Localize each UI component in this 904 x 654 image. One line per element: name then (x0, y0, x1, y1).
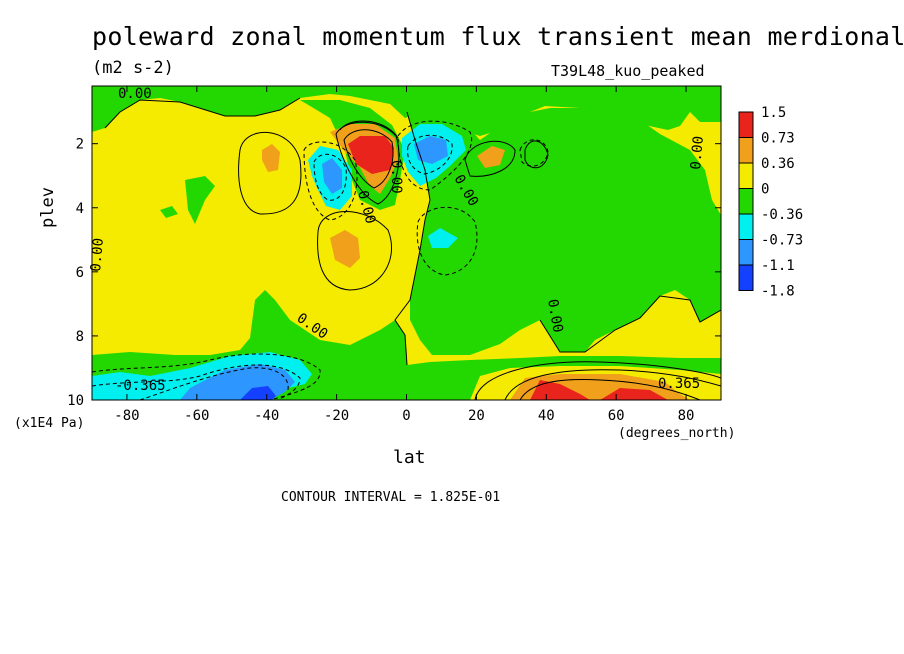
x-axis-ticks: -80 -60 -40 -20 0 20 40 60 80 (114, 86, 694, 424)
field-negative-top-band (92, 86, 721, 136)
field-positive-red-surface-a (530, 380, 590, 400)
contour-zero-sh (104, 97, 301, 129)
x-axis-units: (degrees_north) (618, 426, 736, 441)
contour-neg-surface-3 (139, 367, 289, 400)
contour-pos-surface-1 (474, 361, 721, 400)
contour-interval-note: CONTOUR INTERVAL = 1.825E-01 (281, 490, 501, 505)
colorbar-label: -0.73 (761, 233, 803, 249)
contour-pos-sh-2 (317, 211, 393, 291)
colorbar-swatch (738, 137, 754, 164)
field-negative-cyan-small (428, 228, 458, 248)
contour-pos-core-1 (335, 121, 400, 205)
colorbar-swatch (738, 188, 754, 215)
contour-label: 0.00 (118, 86, 152, 102)
field-negative-patch-b (160, 206, 178, 218)
x-tick-label: -40 (254, 408, 279, 424)
contour-neg-mid (416, 206, 478, 276)
contour-pos-mid-1 (464, 140, 516, 177)
y-tick-label: 6 (76, 265, 84, 281)
field-positive-orange-b (330, 230, 360, 268)
x-tick-label: -60 (184, 408, 209, 424)
colorbar-label: -1.8 (761, 284, 795, 300)
field-negative-cyan-edge (92, 378, 118, 396)
x-tick-label: 60 (608, 408, 625, 424)
field-negative-blue-nh (414, 136, 448, 164)
contour-pos-sh-1 (238, 131, 302, 215)
field-positive-red-core (348, 136, 394, 174)
x-tick-label: 80 (678, 408, 695, 424)
colorbar: 1.5 0.73 0.36 0 -0.36 -0.73 -1.1 -1.8 (738, 105, 803, 300)
y-tick-label: 4 (76, 201, 84, 217)
x-tick-label: 40 (538, 408, 555, 424)
y-tick-label: 2 (76, 137, 84, 153)
contour-zero-center (394, 111, 431, 366)
contour-pos-mid-2 (524, 140, 549, 169)
colorbar-label: 0 (761, 182, 769, 198)
field-negative-nh-block (407, 108, 721, 355)
chart-title: poleward zonal momentum flux transient m… (92, 22, 904, 51)
field-positive-orange-c (262, 144, 280, 172)
y-axis-ticks: 2 4 6 8 10 (67, 137, 721, 409)
colorbar-swatch (738, 213, 754, 240)
contour-neg-nh-2 (407, 134, 453, 175)
contour-label: -0.365 (115, 378, 166, 394)
contour-zero-nh (539, 295, 721, 353)
y-axis-units: (x1E4 Pa) (14, 416, 85, 431)
contour-pos-surface-2 (504, 369, 721, 400)
contour-pos-core-3 (339, 120, 399, 139)
contour-label: 0.00 (544, 298, 566, 334)
contour-neg-surface-1 (92, 353, 321, 400)
x-tick-label: 0 (402, 408, 410, 424)
field-negative-patch-a (185, 176, 215, 224)
contour-pos-core-2 (343, 129, 394, 189)
y-tick-label: 8 (76, 329, 84, 345)
colorbar-label: 0.73 (761, 131, 795, 147)
contour-label: 0.00 (388, 160, 404, 194)
colorbar-swatch (738, 239, 754, 266)
colorbar-swatch (738, 264, 754, 291)
colorbar-swatch (738, 111, 754, 138)
colorbar-label: -0.36 (761, 207, 803, 223)
field-negative-blue-sh (322, 158, 342, 194)
contour-pos-surface-3 (519, 379, 701, 400)
contour-neg-sh-2 (313, 153, 347, 201)
contour-label: 0.00 (88, 237, 107, 272)
chart-units: (m2 s-2) (92, 58, 174, 78)
contour-label: 0.00 (688, 135, 707, 170)
y-tick-label: 10 (67, 393, 84, 409)
run-label: T39L48_kuo_peaked (551, 62, 705, 80)
x-tick-label: 20 (468, 408, 485, 424)
colorbar-label: 1.5 (761, 105, 786, 121)
colorbar-label: 0.36 (761, 156, 795, 172)
colorbar-swatch (738, 162, 754, 189)
colorbar-label: -1.1 (761, 258, 795, 274)
field-positive-orange-d (477, 146, 505, 168)
contour-label: 0.365 (658, 376, 700, 392)
contour-neg-nh-1 (397, 120, 472, 191)
x-tick-label: -80 (114, 408, 139, 424)
x-tick-label: -20 (324, 408, 349, 424)
field-positive-red-surface-b (600, 388, 668, 400)
contour-neg-surface-2 (92, 364, 301, 400)
contour-neg-small (519, 139, 549, 167)
x-axis-label: lat (393, 447, 426, 468)
contour-neg-sh-1 (303, 141, 358, 221)
